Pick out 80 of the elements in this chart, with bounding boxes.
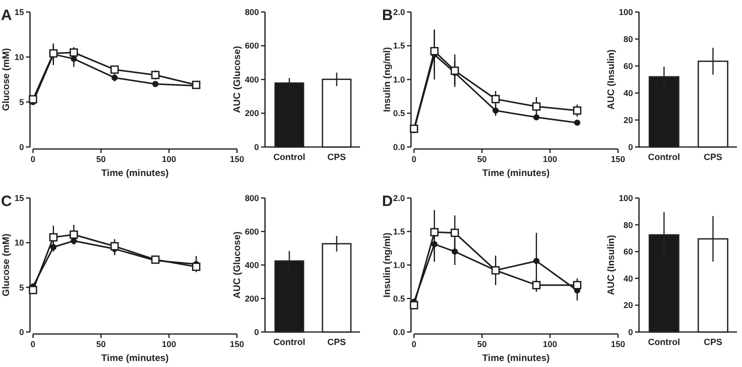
x-tick-label: 150 [230,154,244,164]
x-tick-label: 100 [162,154,176,164]
y-tick-label: 10 [14,238,24,248]
y-tick-label: 10 [14,52,24,62]
y-tick-label: 100 [618,6,634,17]
y-tick-label: 0.0 [393,142,406,152]
y-tick-label: 800 [244,6,260,17]
y-axis-title: Insulin (ng/ml) [382,232,393,298]
x-tick-label: 50 [477,154,487,164]
y-tick-label: 0 [628,142,634,152]
y-axis-title: AUC (Glucose) [232,231,243,299]
x-tick-label: 100 [542,339,558,349]
y-tick-label: 0.5 [393,108,406,118]
x-tick-label: Control [273,337,306,347]
x-tick-label: CPS [327,152,346,162]
x-tick-label: 0 [412,154,417,164]
x-axis-title: Time (minutes) [482,168,550,179]
x-tick-label: Control [273,152,306,162]
x-tick-label: Control [648,152,680,162]
y-tick-label: 200 [244,293,260,304]
y-tick-label: 1.5 [393,226,406,236]
chart-title: A [1,7,12,24]
y-tick-label: 1.0 [393,74,406,84]
y-tick-label: 400 [244,74,260,84]
y-axis-title: Glucose (mM) [1,48,12,111]
x-tick-label: 50 [96,154,106,164]
y-tick-label: 0 [254,326,260,337]
x-axis-title: Time (minutes) [101,168,169,179]
x-tick-label: 0 [30,154,36,164]
y-tick-label: 2.0 [393,6,406,17]
y-axis-title: Glucose (mM) [1,234,12,296]
y-tick-label: 600 [244,40,260,51]
x-axis-title: Time (minutes) [482,353,550,364]
y-tick-label: 1.0 [393,260,406,270]
y-tick-label: 15 [14,192,24,203]
y-tick-label: 0 [19,326,24,337]
y-tick-label: 200 [244,108,260,118]
y-tick-label: 5 [19,96,24,107]
x-tick-label: 100 [542,154,558,164]
y-axis-title: AUC (Insulin) [606,49,617,110]
y-tick-label: 0 [254,142,260,152]
y-tick-label: 60 [624,246,634,257]
chart-title: B [382,7,393,24]
y-tick-label: 15 [14,6,24,17]
y-tick-label: 2.0 [393,192,406,203]
y-tick-label: 800 [244,192,260,203]
y-tick-label: 0.0 [393,326,406,337]
x-tick-label: 0 [30,339,36,349]
y-tick-label: 20 [624,114,634,125]
y-tick-label: 400 [244,260,260,270]
chart-title: C [1,193,12,210]
y-tick-label: 80 [624,220,634,230]
x-tick-label: CPS [704,337,722,347]
y-tick-label: 600 [244,226,260,236]
y-tick-label: 0 [19,142,24,152]
y-axis-title: AUC (Insulin) [606,234,617,296]
chart-title: D [382,193,393,210]
y-axis-title: AUC (Glucose) [232,46,243,114]
x-tick-label: 50 [96,339,106,349]
x-tick-label: 50 [477,339,487,349]
x-tick-label: 150 [230,339,244,349]
y-tick-label: 0 [628,326,634,337]
x-tick-label: 150 [610,154,626,164]
x-tick-label: Control [648,337,680,347]
y-tick-label: 20 [624,300,634,310]
y-tick-label: 1.5 [393,40,406,51]
x-tick-label: CPS [704,152,722,162]
y-tick-label: 80 [624,34,634,44]
x-tick-label: 100 [162,339,176,349]
y-tick-label: 100 [618,192,634,203]
y-tick-label: 40 [624,88,634,98]
y-tick-label: 40 [624,273,634,284]
x-axis-title: Time (minutes) [101,353,169,364]
y-axis-title: Insulin (ng/ml) [382,47,393,112]
y-tick-label: 5 [19,282,24,292]
x-tick-label: 0 [412,339,417,349]
y-tick-label: 0.5 [393,293,406,304]
x-tick-label: 150 [610,339,626,349]
x-tick-label: CPS [327,337,346,347]
y-tick-label: 60 [624,60,634,71]
